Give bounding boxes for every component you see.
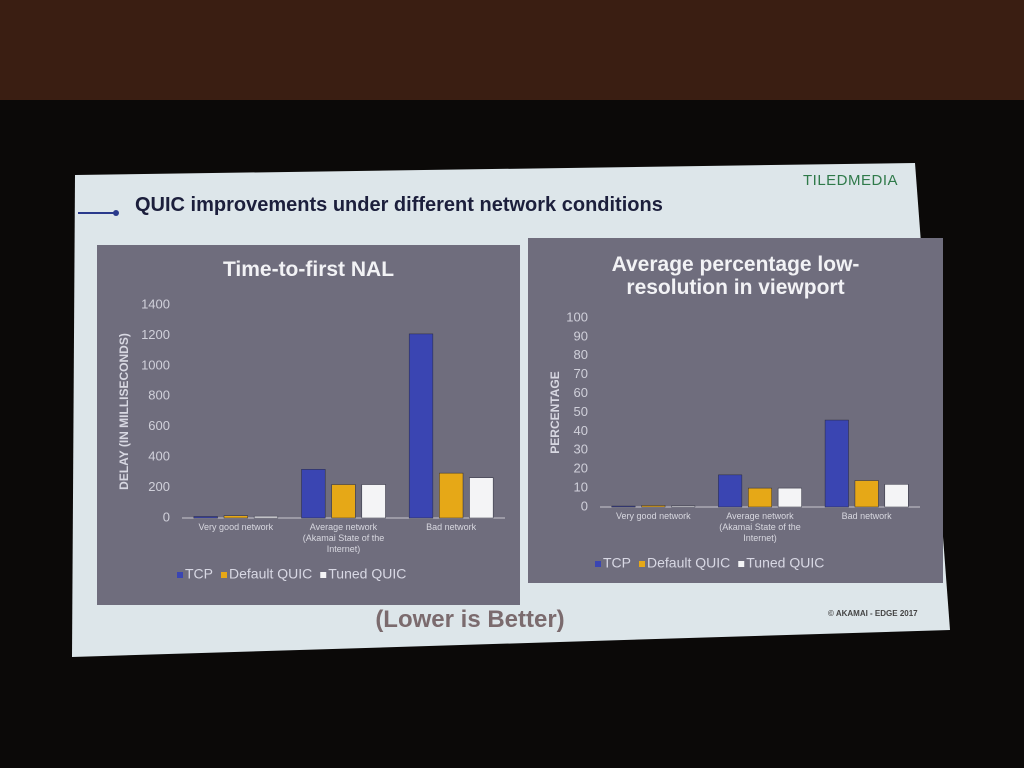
bar: [748, 487, 772, 508]
bar: [777, 487, 802, 508]
bar: [469, 477, 494, 519]
legend-label: Tuned QUIC: [746, 555, 824, 571]
chart-panel: [97, 245, 520, 605]
y-tick-label: 800: [148, 388, 170, 403]
brand: TILEDMEDIA: [803, 172, 899, 189]
x-tick-label: Average network (Akamai State of the Int…: [302, 522, 385, 554]
chart-title: Average percentage low-resolution in vie…: [611, 253, 860, 299]
y-tick-label: 10: [574, 480, 588, 495]
legend-label: TCP: [185, 566, 213, 582]
chart-panel: [528, 238, 943, 583]
legend-swatch: [320, 572, 327, 578]
bar: [408, 333, 434, 519]
bar: [641, 505, 666, 508]
legend-label: TCP: [603, 555, 631, 571]
chart-title: Time-to-first NAL: [222, 258, 395, 281]
y-tick-label: 80: [574, 347, 588, 362]
bar: [718, 474, 743, 508]
legend-swatch: [639, 561, 645, 567]
legend-swatch: [595, 561, 601, 567]
footer-note: (Lower is Better): [375, 606, 565, 633]
bar: [671, 505, 696, 508]
legend-label: Default QUIC: [229, 566, 312, 582]
y-tick-label: 60: [574, 385, 588, 400]
y-tick-label: 30: [574, 442, 588, 457]
y-tick-label: 70: [574, 366, 588, 381]
slide-title: QUIC improvements under different networ…: [135, 194, 663, 216]
bar: [301, 469, 326, 519]
y-axis-label: DELAY (IN MILLISECONDS): [117, 333, 131, 490]
y-tick-label: 0: [163, 509, 170, 524]
bar: [361, 484, 386, 519]
y-tick-label: 1200: [141, 327, 170, 342]
legend-label: Tuned QUIC: [328, 566, 406, 582]
bar: [223, 515, 248, 519]
legend-swatch: [177, 572, 183, 578]
legend-swatch: [221, 572, 227, 578]
y-tick-label: 50: [574, 404, 588, 419]
x-tick-label: Very good network: [198, 522, 274, 532]
y-tick-label: 0: [581, 498, 588, 513]
bar: [884, 484, 909, 508]
y-tick-label: 600: [148, 418, 170, 433]
title-dot: [113, 210, 119, 216]
bar: [193, 516, 218, 519]
legend-label: Default QUIC: [647, 555, 730, 571]
bar: [439, 472, 464, 519]
y-tick-label: 200: [148, 479, 170, 494]
bar: [611, 505, 636, 508]
y-tick-label: 40: [574, 423, 588, 438]
x-tick-label: Average network (Akamai State of the Int…: [719, 511, 801, 543]
bar: [331, 484, 356, 519]
copyright: © AKAMAI - EDGE 2017: [828, 609, 918, 618]
y-tick-label: 400: [148, 449, 170, 464]
bar: [854, 480, 879, 508]
bar: [253, 515, 279, 519]
y-tick-label: 1000: [141, 357, 170, 372]
x-tick-label: Very good network: [616, 511, 691, 521]
y-tick-label: 90: [574, 328, 588, 343]
y-axis-label: PERCENTAGE: [548, 371, 562, 453]
y-tick-label: 20: [574, 461, 588, 476]
x-tick-label: Bad network: [841, 511, 892, 521]
legend-swatch: [738, 561, 745, 567]
ceiling: [0, 0, 1024, 100]
y-tick-label: 1400: [141, 296, 170, 311]
bar: [824, 419, 849, 508]
y-tick-label: 100: [566, 309, 588, 324]
x-tick-label: Bad network: [426, 522, 477, 532]
